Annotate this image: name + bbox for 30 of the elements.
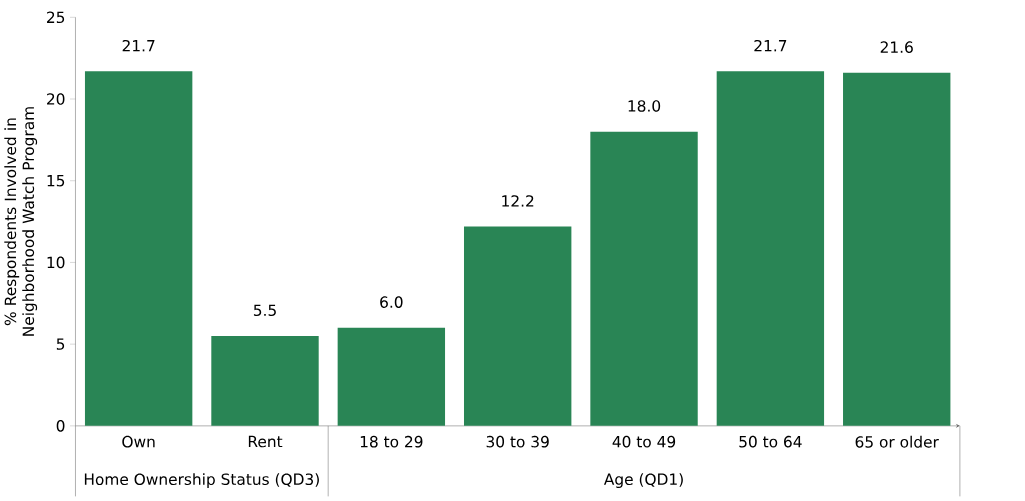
y-axis-title: % Respondents Involved in Neighborhood Watch Program xyxy=(4,107,38,336)
x-tick-label: 50 to 64 xyxy=(739,435,802,448)
bar xyxy=(84,71,193,426)
x-tick-label: 30 to 39 xyxy=(486,435,549,448)
bar xyxy=(590,131,698,426)
x-tick-label: 65 or older xyxy=(855,435,939,448)
data-label: 12.2 xyxy=(502,195,534,207)
text: Home Ownership Status (QD3) xyxy=(84,473,319,489)
text: Age (QD1) xyxy=(603,473,683,489)
y-tick-label: 15 xyxy=(47,175,65,187)
y-tick-label: 0 xyxy=(56,420,65,432)
y-tick-label: 20 xyxy=(47,93,65,105)
bar xyxy=(337,327,446,426)
bar xyxy=(463,226,572,426)
data-label: 21.6 xyxy=(880,41,913,54)
data-label: 21.7 xyxy=(754,39,787,52)
bar xyxy=(716,71,825,426)
data-label: 5.5 xyxy=(253,304,276,317)
x-tick-label: 18 to 29 xyxy=(360,435,423,448)
x-tick-label: Rent xyxy=(248,435,283,448)
bar xyxy=(211,336,319,426)
data-label: 18.0 xyxy=(628,100,661,112)
x-tick-label: 40 to 49 xyxy=(612,435,676,448)
y-tick-label: 25 xyxy=(47,11,65,24)
data-label: 21.7 xyxy=(122,39,155,52)
x-tick-label: Own xyxy=(122,435,155,448)
bar xyxy=(843,72,951,426)
y-tick-label: 5 xyxy=(56,338,65,350)
y-tick-label: 10 xyxy=(47,256,65,269)
data-label: 6.0 xyxy=(380,296,403,308)
